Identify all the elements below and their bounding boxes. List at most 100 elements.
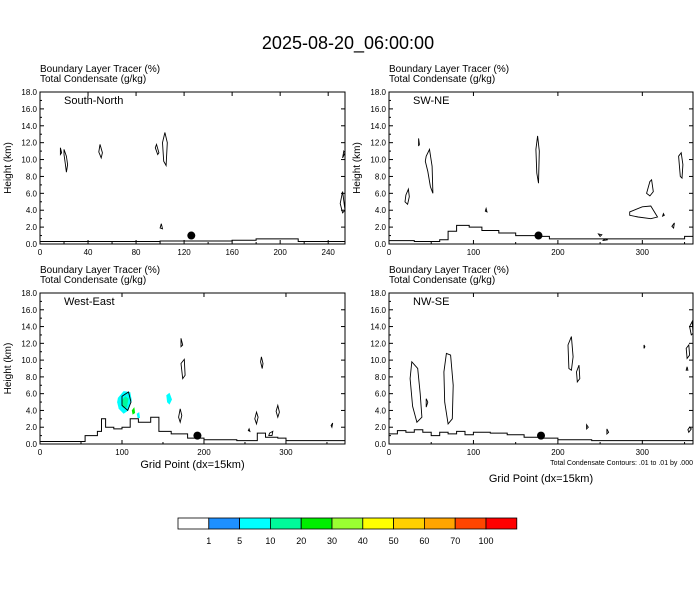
x-tick-label: 0 [387,248,392,257]
y-tick-label: 12.0 [370,339,386,348]
y-tick-label: 18.0 [21,289,37,298]
condensate-contour [661,212,665,217]
condensate-contour [275,403,280,419]
y-tick-label: 4.0 [375,206,387,215]
location-marker [537,431,545,440]
y-tick-label: 6.0 [375,189,387,198]
colorbar-swatch [423,517,456,530]
panel-1: Boundary Layer Tracer (%)Total Condensat… [3,64,346,257]
y-tick-label: 10.0 [21,356,37,365]
y-axis-label: Height (km) [352,142,363,194]
condensate-contour [162,132,168,168]
colorbar-swatch [454,517,487,530]
y-tick-label: 8.0 [375,172,387,181]
y-tick-label: 2.0 [26,223,38,232]
condensate-contour [178,408,183,424]
colorbar-label: 5 [237,536,242,546]
y-tick-label: 16.0 [21,105,37,114]
y-tick-label: 18.0 [370,88,386,97]
condensate-contour [646,178,654,197]
location-marker [187,231,196,240]
condensate-contour [576,364,581,384]
colorbar-label: 70 [450,536,460,546]
y-tick-label: 6.0 [26,189,38,198]
panel-4: 0.0 2.0 4.0 6.0 8.0 10.0 12.0 14.0 16.0 18.0 0 100 2… [370,265,694,485]
y-tick-label: 12.0 [21,339,37,348]
condensate-contour [643,344,646,349]
x-tick-label: 0 [38,248,43,257]
x-tick-label: 40 [84,248,93,257]
panels: Boundary Layer Tracer (%)Total Condensat… [3,64,694,485]
y-tick-label: 10.0 [21,156,37,165]
y-tick-label: 2.0 [375,423,387,432]
figure-title: 2025-08-20_06:00:00 [262,33,434,54]
x-tick-label: 240 [322,248,336,257]
tracer-area [166,392,172,405]
tracer-area [131,407,136,415]
x-tick-label: 200 [273,248,287,257]
condensate-contour [268,430,274,437]
x-tick-label: 300 [636,248,650,257]
condensate-contour [687,426,692,434]
condensate-contour [342,149,346,159]
condensate-contour [671,222,675,229]
plot-frame [388,292,694,445]
panel-3: Boundary Layer Tracer (%)Total Condensat… [3,265,346,471]
colorbar-label: 30 [327,536,337,546]
condensate-contour [689,319,694,336]
panel-header-line2: Total Condensate (g/kg) [389,275,495,286]
condensate-contour [330,422,334,429]
x-tick-label: 100 [467,248,481,257]
y-tick-label: 0.0 [26,440,38,449]
y-axis-label: Height (km) [3,343,14,395]
y-tick-label: 12.0 [21,139,37,148]
tracer-area [122,396,129,408]
panel-label: West-East [64,296,115,308]
panel-2: Boundary Layer Tracer (%)Total Condensat… [352,64,694,257]
condensate-contour [254,410,259,426]
x-tick-label: 300 [636,448,650,457]
y-tick-label: 14.0 [21,122,37,131]
colorbar-swatch [269,517,302,530]
condensate-contour [567,336,574,371]
x-tick-label: 200 [551,248,565,257]
colorbar-swatch [393,517,425,530]
y-tick-label: 10.0 [370,356,386,365]
colorbar-label: 10 [265,536,275,546]
condensate-contour [59,147,63,156]
terrain-line [389,429,693,442]
colorbar-label: 1 [206,536,211,546]
colorbar-swatch [362,517,394,530]
colorbar-swatch [177,517,210,530]
condensate-contour [409,360,423,424]
condensate-contour [606,428,610,435]
y-tick-label: 16.0 [21,306,37,315]
condensate-contour [424,147,434,194]
y-tick-label: 6.0 [375,390,387,399]
condensate-contour [247,427,251,433]
x-tick-label: 0 [38,448,43,457]
y-tick-label: 0.0 [26,240,38,249]
y-tick-label: 2.0 [26,423,38,432]
colorbar-swatch [239,517,271,530]
y-tick-label: 8.0 [26,373,38,382]
condensate-contour [180,338,184,348]
condensate-contour [443,352,454,425]
panel-header-line2: Total Condensate (g/kg) [40,74,146,85]
condensate-contour [339,191,346,214]
condensate-contour [597,233,603,238]
y-tick-label: 8.0 [26,172,38,181]
location-marker [193,431,202,440]
x-tick-label: 80 [132,248,141,257]
y-tick-label: 14.0 [370,323,386,332]
colorbar-label: 50 [389,536,399,546]
condensate-contour [678,151,684,180]
panel-header-line2: Total Condensate (g/kg) [40,275,146,286]
x-tick-label: 100 [115,448,129,457]
y-tick-label: 0.0 [375,440,387,449]
condensate-contour [418,138,420,147]
condensate-contour [685,343,691,360]
panel-header-line1: Boundary Layer Tracer (%) [389,265,509,276]
contour-footnote: Total Condensate Contours: .01 to .01 by… [550,460,693,467]
